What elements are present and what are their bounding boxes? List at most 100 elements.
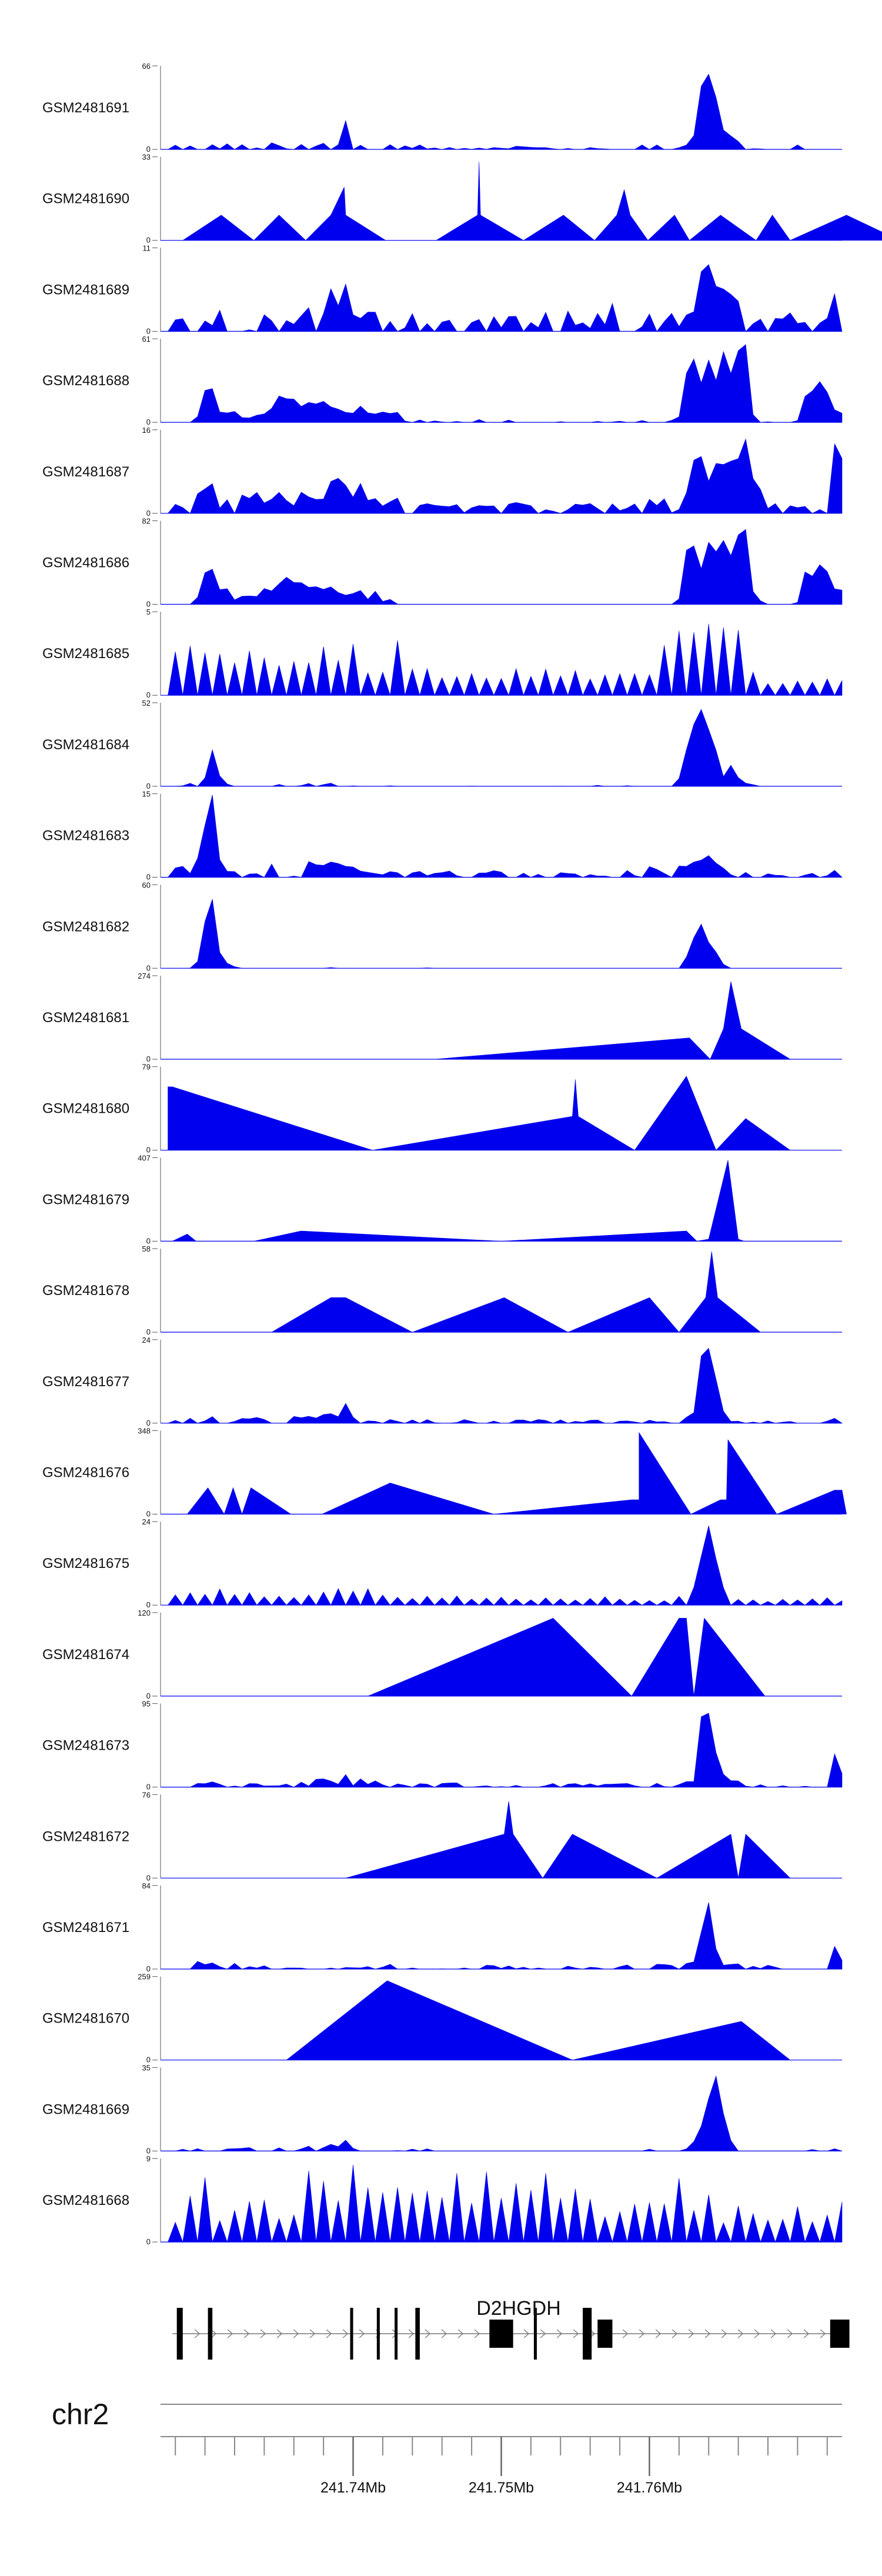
axis-tick-label: 241.76Mb — [617, 2480, 682, 2496]
y-tick-max: 60 — [142, 880, 151, 889]
y-tick-zero: 0 — [146, 236, 151, 245]
track-label: GSM2481686 — [42, 555, 129, 571]
track-label: GSM2481689 — [42, 282, 129, 298]
y-tick-max: 120 — [138, 1609, 151, 1617]
y-tick-zero: 0 — [146, 600, 151, 609]
y-tick-zero: 0 — [146, 1873, 151, 1882]
y-tick-max: 9 — [146, 2154, 151, 2163]
y-tick-max: 407 — [138, 1153, 151, 1162]
exon — [583, 2308, 592, 2360]
track-area — [186, 1432, 847, 1515]
track-label: GSM2481683 — [42, 828, 129, 844]
strand-arrow — [276, 2329, 283, 2338]
y-tick-max: 5 — [146, 608, 151, 616]
strand-arrow — [820, 2329, 826, 2338]
y-tick-max: 348 — [138, 1427, 151, 1436]
track-label: GSM2481668 — [42, 2193, 129, 2208]
track-label: GSM2481678 — [42, 1283, 129, 1299]
strand-arrow — [260, 2329, 266, 2338]
y-tick-max: 52 — [142, 699, 151, 708]
track-area — [167, 438, 843, 514]
strand-arrow — [540, 2329, 546, 2338]
y-tick-max: 259 — [138, 1973, 151, 1981]
strand-arrow — [457, 2329, 464, 2338]
track-label: GSM2481685 — [42, 646, 129, 662]
track-area — [168, 1526, 843, 1606]
track-label: GSM2481679 — [42, 1192, 129, 1207]
y-tick-zero: 0 — [146, 418, 151, 426]
strand-arrow — [671, 2329, 678, 2338]
track-GSM2481677: GSM2481677 24 0 — [42, 1336, 843, 1427]
track-GSM2481670: GSM2481670 259 0 — [42, 1973, 842, 2064]
track-GSM2481688: GSM2481688 61 0 — [42, 335, 843, 426]
track-label: GSM2481691 — [42, 100, 129, 116]
strand-arrow — [655, 2329, 662, 2338]
track-GSM2481691: GSM2481691 66 0 — [42, 62, 842, 154]
y-tick-zero: 0 — [146, 1510, 151, 1519]
track-label: GSM2481672 — [42, 1828, 129, 1844]
track-area — [168, 709, 842, 787]
strand-arrow — [441, 2329, 447, 2338]
y-tick-max: 76 — [142, 1790, 151, 1799]
track-area — [368, 1617, 766, 1697]
strand-arrow — [622, 2329, 629, 2338]
track-GSM2481675: GSM2481675 24 0 — [42, 1517, 843, 1609]
strand-arrow — [194, 2329, 201, 2338]
y-tick-zero: 0 — [146, 2237, 151, 2246]
y-tick-max: 274 — [138, 972, 151, 980]
y-tick-max: 11 — [143, 243, 151, 252]
strand-arrow — [704, 2329, 711, 2338]
track-GSM2481673: GSM2481673 95 0 — [42, 1700, 843, 1791]
exon — [533, 2308, 537, 2360]
strand-arrow — [737, 2329, 744, 2338]
y-tick-zero: 0 — [146, 1327, 151, 1336]
y-tick-zero: 0 — [146, 782, 151, 790]
track-label: GSM2481684 — [42, 737, 129, 753]
y-tick-max: 82 — [142, 517, 151, 526]
track-GSM2481668: GSM2481668 9 0 — [42, 2154, 843, 2246]
y-tick-max: 95 — [142, 1700, 151, 1709]
strand-arrow — [359, 2329, 365, 2338]
y-tick-zero: 0 — [146, 963, 151, 972]
y-tick-max: 33 — [142, 153, 151, 162]
track-label: GSM2481669 — [42, 2101, 129, 2117]
track-label: GSM2481675 — [42, 1556, 129, 1571]
track-area — [182, 162, 882, 241]
track-label: GSM2481682 — [42, 919, 129, 935]
y-tick-zero: 0 — [146, 1236, 151, 1245]
track-GSM2481669: GSM2481669 35 0 — [42, 2063, 843, 2155]
track-area — [168, 2164, 843, 2243]
strand-arrow — [211, 2329, 217, 2338]
exon — [376, 2308, 380, 2360]
y-tick-max: 15 — [142, 790, 151, 799]
track-GSM2481689: GSM2481689 11 0 — [42, 243, 843, 335]
strand-arrow — [787, 2329, 793, 2338]
strand-arrow — [639, 2329, 645, 2338]
track-GSM2481687: GSM2481687 16 0 — [42, 426, 843, 518]
track-GSM2481685: GSM2481685 5 0 — [42, 608, 843, 699]
y-tick-zero: 0 — [146, 509, 151, 518]
genome-axis-track: chr2 241.74Mb 241.75Mb 241.76Mb — [52, 2398, 842, 2496]
strand-arrow — [754, 2329, 760, 2338]
strand-arrow — [770, 2329, 777, 2338]
y-tick-max: 79 — [142, 1063, 151, 1072]
y-tick-max: 84 — [142, 1881, 151, 1890]
track-area — [168, 1347, 843, 1424]
track-GSM2481678: GSM2481678 58 0 — [42, 1244, 842, 1336]
track-label: GSM2481681 — [42, 1010, 129, 1026]
track-GSM2481672: GSM2481672 76 0 — [42, 1790, 842, 1882]
y-tick-max: 35 — [142, 2063, 151, 2072]
track-label: GSM2481688 — [42, 373, 129, 389]
strand-arrow — [243, 2329, 250, 2338]
y-tick-zero: 0 — [146, 326, 151, 335]
strand-arrow — [342, 2329, 349, 2338]
y-tick-zero: 0 — [146, 1691, 151, 1700]
track-label: GSM2481670 — [42, 2011, 129, 2027]
strand-arrow — [803, 2329, 810, 2338]
track-GSM2481671: GSM2481671 84 0 — [42, 1881, 843, 1973]
exon — [395, 2308, 398, 2360]
track-label: GSM2481673 — [42, 1738, 129, 1754]
track-label: GSM2481677 — [42, 1374, 129, 1390]
track-area — [168, 344, 843, 423]
y-tick-zero: 0 — [146, 690, 151, 699]
